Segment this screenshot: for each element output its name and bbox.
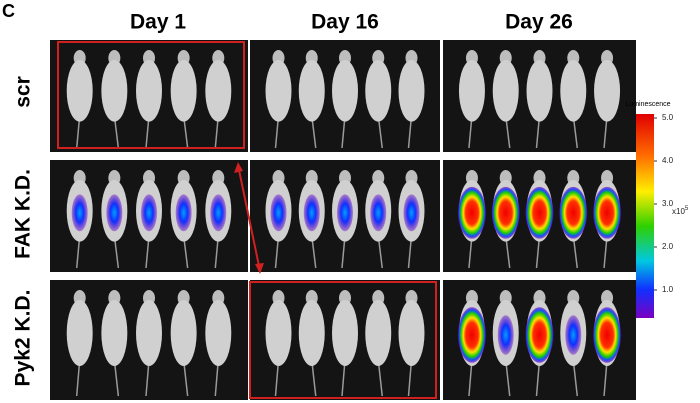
row-label: FAK K.D. [12, 169, 35, 259]
column-header: Day 1 [130, 11, 186, 34]
luminescence [525, 186, 554, 239]
colorbar-tick-label: 5.0 [662, 113, 674, 122]
mouse-body [136, 60, 162, 122]
luminescence [457, 307, 486, 363]
arrow-head [234, 162, 243, 173]
mouse-body [365, 60, 392, 122]
luminescence [141, 194, 157, 232]
luminescence [403, 194, 420, 232]
colorbar-tick-label: 3.0 [662, 199, 674, 208]
luminescence [593, 307, 622, 363]
mouse-body [66, 60, 93, 122]
luminescence [175, 194, 192, 232]
luminescence [559, 186, 588, 239]
mouse-body [398, 60, 425, 122]
colorbar-tick-label: 1.0 [662, 285, 674, 294]
mouse-body [101, 60, 128, 122]
column-header: Day 26 [505, 11, 573, 34]
mouse-tail [407, 359, 413, 397]
mouse-body [298, 60, 325, 122]
mouse-body [136, 300, 162, 366]
luminescence [565, 315, 582, 355]
mouse-tail [311, 359, 317, 397]
mouse-body [365, 300, 392, 366]
colorbar-tick-label: 4.0 [662, 156, 674, 165]
mouse-body [265, 60, 292, 122]
mouse-body [205, 300, 232, 366]
mouse-tail [145, 359, 150, 397]
mouse-tail [274, 359, 280, 397]
luminescence [337, 194, 353, 232]
mouse-body [594, 60, 621, 122]
colorbar-tick-label: 2.0 [662, 242, 674, 251]
luminescence [370, 194, 387, 232]
luminescence [210, 194, 227, 232]
luminescence [71, 194, 88, 232]
colorbar-title: Luminescence [625, 101, 670, 108]
mouse-body [332, 300, 358, 366]
image-grid [50, 40, 636, 400]
colorbar [636, 114, 654, 318]
mouse-body [458, 60, 485, 122]
mouse-tail [377, 359, 383, 397]
mouse-body [526, 60, 553, 122]
mouse-tail [535, 359, 541, 397]
mouse-tail [603, 359, 608, 397]
mouse-body [298, 300, 325, 366]
highlight-box [57, 41, 245, 149]
mouse-tail [341, 359, 346, 397]
mouse-body [205, 60, 232, 122]
column-header: Day 16 [311, 11, 379, 34]
mouse-body [170, 300, 197, 366]
luminescence [491, 186, 520, 239]
arrow [238, 169, 260, 267]
highlight-box [249, 281, 437, 399]
mouse-body [170, 60, 197, 122]
mouse-body [398, 300, 425, 366]
luminescence [593, 186, 622, 239]
mouse-body [265, 300, 292, 366]
luminescence [303, 194, 320, 232]
mouse-tail [468, 359, 473, 397]
luminescence [270, 194, 287, 232]
colorbar-multiplier: x105 [672, 206, 689, 217]
mouse-tail [214, 359, 220, 397]
panel-label: C [2, 1, 15, 21]
luminescence [106, 194, 123, 232]
mouse-body [66, 300, 93, 366]
mouse-body [492, 60, 519, 122]
mouse-tail [504, 359, 511, 397]
mouse-tail [182, 359, 189, 397]
row-label: Pyk2 K.D. [12, 290, 35, 387]
mouse-body [560, 60, 587, 122]
row-label: scr [12, 76, 35, 108]
mouse-body [332, 60, 358, 122]
arrow-head [255, 263, 264, 274]
mouse-tail [572, 359, 579, 397]
mouse-tail [113, 359, 120, 397]
luminescence [497, 315, 514, 355]
mouse-body [101, 300, 128, 366]
luminescence [525, 307, 554, 363]
mouse-tail [75, 359, 81, 397]
luminescence [457, 186, 486, 239]
